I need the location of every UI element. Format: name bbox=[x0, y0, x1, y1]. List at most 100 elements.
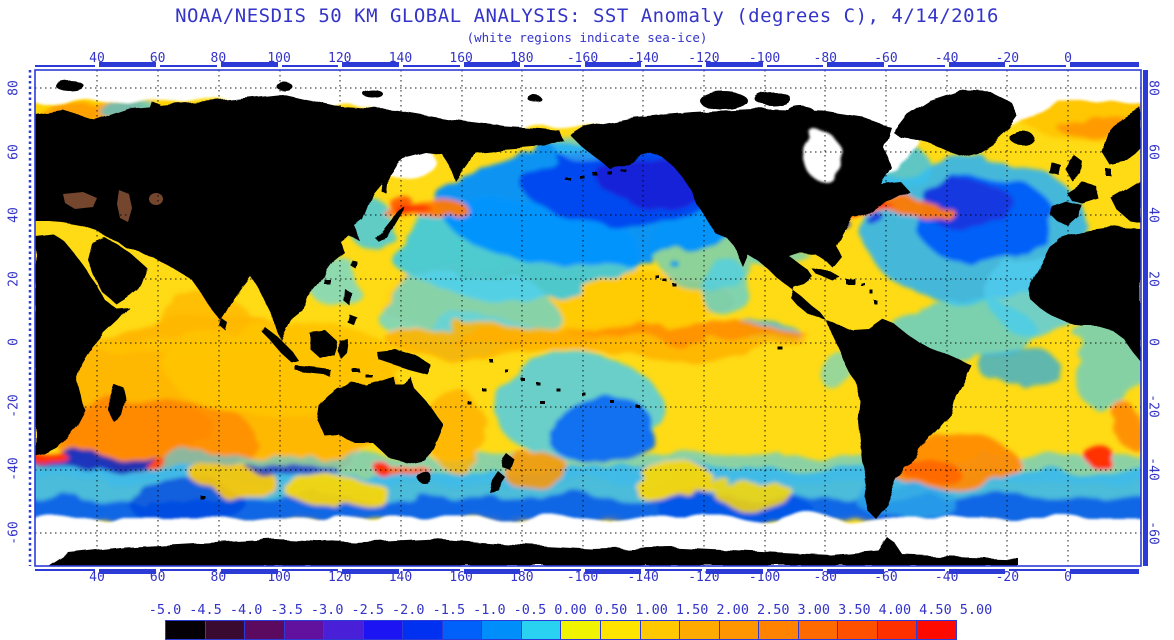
landmass-tasmania bbox=[417, 471, 431, 483]
axis-band-segment bbox=[99, 569, 156, 574]
axis-band-segment bbox=[888, 569, 945, 571]
landmass-central-europe bbox=[1111, 180, 1141, 222]
aral-sea bbox=[149, 193, 163, 205]
axis-band-segment bbox=[524, 569, 581, 571]
black-sea bbox=[63, 192, 97, 209]
colorbar-label: 2.00 bbox=[716, 602, 749, 618]
colorbar-cell bbox=[916, 620, 957, 640]
axis-band-segment bbox=[403, 569, 460, 571]
axis-band-segment bbox=[949, 62, 1005, 67]
landmass-africa-west bbox=[1028, 227, 1141, 362]
left-lat-label: 60 bbox=[6, 143, 22, 160]
axis-band-segment bbox=[827, 569, 884, 574]
colorbar-label: -4.5 bbox=[189, 602, 222, 618]
colorbar-cell bbox=[362, 620, 404, 640]
landmass-nz-north bbox=[500, 452, 514, 470]
colorbar bbox=[165, 620, 957, 640]
left-lat-label: 20 bbox=[6, 270, 22, 287]
landmass-south-america bbox=[827, 319, 972, 519]
colorbar-label: -5.0 bbox=[148, 602, 182, 618]
axis-band-segment bbox=[524, 65, 581, 67]
landmass-iceland bbox=[1010, 131, 1034, 145]
axis-band-segment bbox=[342, 62, 399, 67]
colorbar-cell bbox=[402, 620, 443, 640]
inland-seas bbox=[63, 133, 842, 222]
colorbar-label: 3.50 bbox=[838, 602, 871, 618]
colorbar-label: 4.50 bbox=[919, 602, 952, 618]
axis-band-segment bbox=[645, 569, 702, 571]
colorbar-cell bbox=[797, 620, 839, 640]
island-specks bbox=[201, 169, 782, 500]
colorbar-label: -2.5 bbox=[351, 602, 385, 618]
colorbar-label: 2.50 bbox=[756, 602, 790, 618]
landmass-sakhalin bbox=[381, 166, 390, 194]
landmass-mindanao bbox=[347, 314, 357, 325]
left-lat-label: -60 bbox=[6, 521, 22, 545]
axis-band-segment bbox=[767, 65, 823, 67]
axis-band-segment bbox=[706, 569, 763, 574]
landmass-australia bbox=[318, 376, 444, 463]
colorbar-label: -2.0 bbox=[392, 602, 425, 618]
landmass-nz-south bbox=[489, 471, 506, 492]
colorbar-cell bbox=[441, 620, 483, 640]
landmass-antarctica bbox=[49, 538, 1019, 566]
landmass-taiwan bbox=[349, 258, 356, 267]
axis-band-segment bbox=[160, 569, 217, 571]
landmass-uk bbox=[1066, 155, 1082, 180]
landmass-sri-lanka bbox=[219, 318, 227, 330]
landmass-novaya-zemlya bbox=[147, 100, 160, 117]
landmass-arabia bbox=[88, 238, 147, 303]
axis-band-segment bbox=[949, 569, 1005, 574]
colorbar-cell bbox=[560, 620, 602, 640]
colorbar-label: 4.00 bbox=[878, 602, 912, 618]
landmass-new-guinea bbox=[376, 349, 431, 374]
axis-band-segment bbox=[645, 65, 702, 67]
colorbar-cell bbox=[323, 620, 364, 640]
colorbar-label: 3.00 bbox=[797, 602, 831, 618]
colorbar-label: -0.5 bbox=[513, 602, 547, 618]
colorbar-cell bbox=[481, 620, 522, 640]
colorbar-label: 0.00 bbox=[554, 602, 587, 618]
landmass-africa-east bbox=[35, 234, 129, 456]
colorbar-cell bbox=[837, 620, 878, 640]
axis-band-segment bbox=[767, 569, 823, 571]
axis-band-segment bbox=[342, 569, 399, 574]
colorbar-cell bbox=[283, 620, 325, 640]
hudson-bay-ice bbox=[802, 133, 842, 179]
left-lat-label: -40 bbox=[6, 457, 22, 482]
landmass-borneo bbox=[310, 331, 337, 358]
axis-band-segment bbox=[282, 65, 338, 67]
colorbar-cell bbox=[876, 620, 918, 640]
colorbar-cell bbox=[639, 620, 681, 640]
colorbar-label: -3.5 bbox=[270, 602, 303, 618]
axis-band-segment bbox=[585, 62, 641, 67]
axis-band-segment bbox=[35, 65, 95, 67]
landmass-hainan bbox=[323, 278, 329, 283]
page-subtitle: (white regions indicate sea-ice) bbox=[466, 30, 708, 45]
colorbar-label: 0.50 bbox=[594, 602, 628, 618]
bottom-lon-label: 0 bbox=[1064, 570, 1072, 585]
axis-band-segment bbox=[1070, 62, 1139, 67]
caspian-sea bbox=[117, 190, 132, 222]
landmass-sulawesi bbox=[336, 339, 348, 358]
colorbar-cell bbox=[679, 620, 720, 640]
landmass-java bbox=[296, 366, 331, 376]
axis-band-segment bbox=[160, 65, 217, 67]
left-lat-label: 40 bbox=[6, 207, 22, 223]
axis-band-segment bbox=[888, 65, 945, 67]
axis-band-segment bbox=[1009, 569, 1066, 571]
colorbar-label: 5.00 bbox=[959, 602, 993, 618]
landmass-japan bbox=[376, 206, 404, 243]
page-title: NOAA/NESDIS 50 KM GLOBAL ANALYSIS: SST A… bbox=[175, 5, 999, 27]
left-lat-label: 80 bbox=[6, 80, 22, 96]
axis-band-segment bbox=[99, 62, 156, 67]
colorbar-cell bbox=[520, 620, 562, 640]
colorbar-label: -1.5 bbox=[432, 602, 466, 618]
landmass-ireland bbox=[1050, 163, 1062, 176]
colorbar-cell bbox=[600, 620, 641, 640]
axis-band-segment bbox=[221, 569, 278, 574]
axis-band-segment bbox=[1070, 569, 1139, 574]
axis-band-segment bbox=[35, 569, 95, 571]
left-lat-label: -20 bbox=[6, 394, 22, 418]
